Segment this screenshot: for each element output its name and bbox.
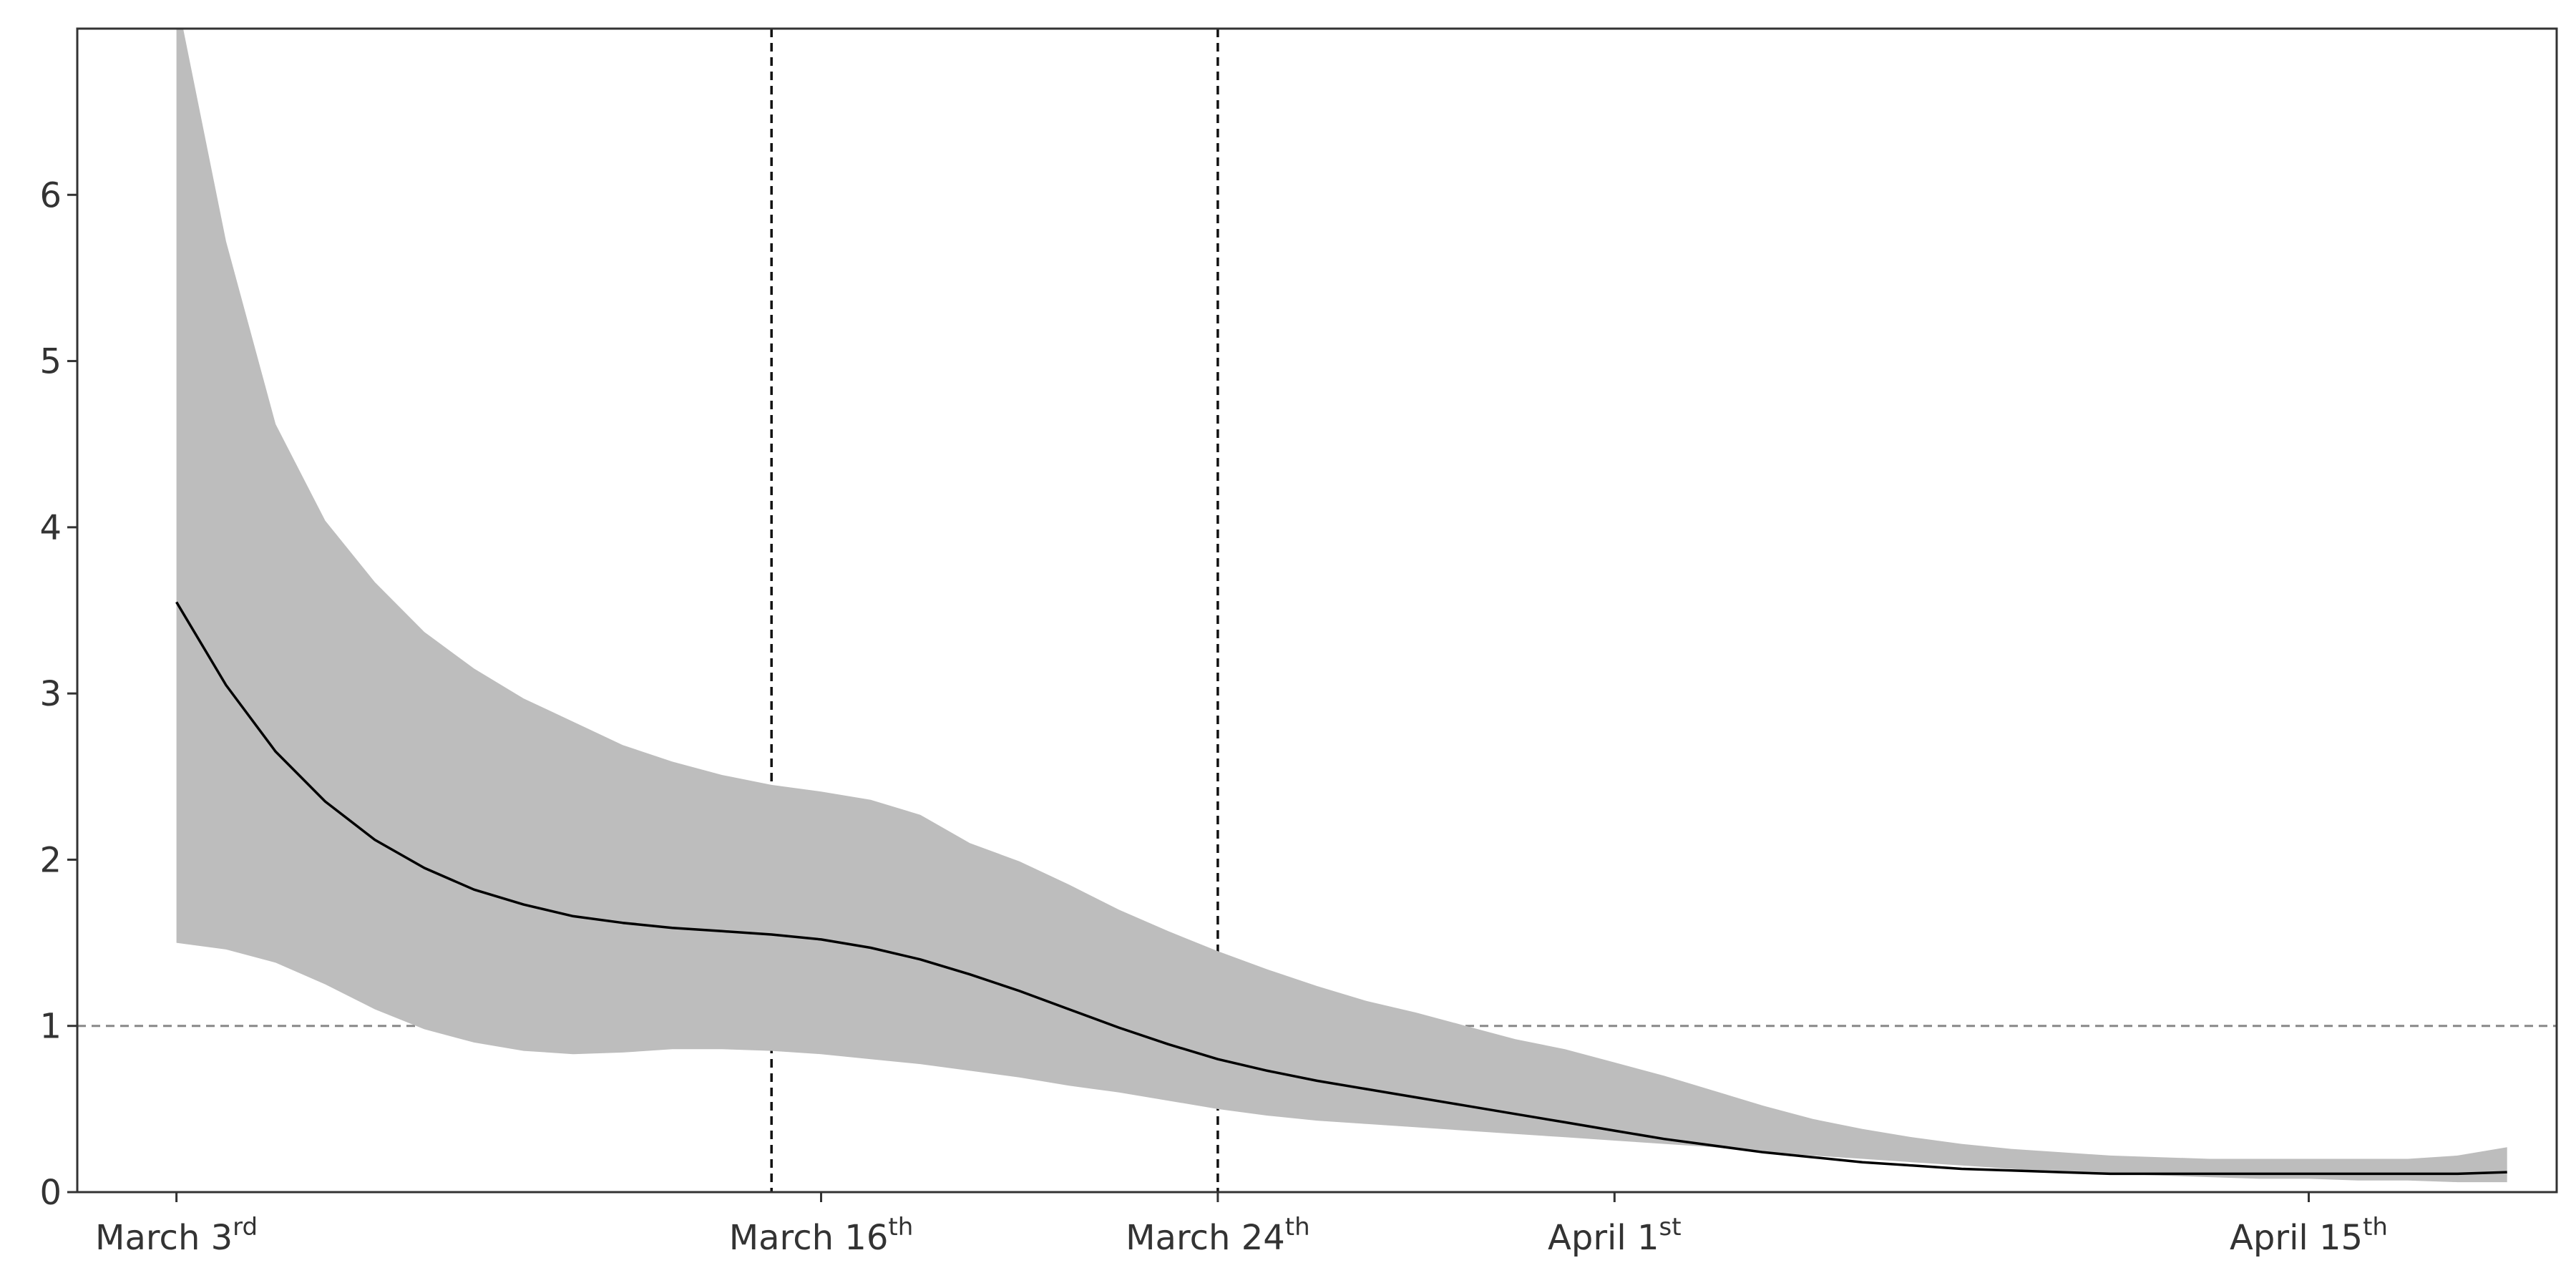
y-tick-label: 0	[39, 1173, 62, 1213]
y-tick-label: 1	[39, 1007, 62, 1047]
series-layer	[175, 29, 2507, 1183]
y-tick-label: 3	[39, 674, 62, 714]
x-tick-label: March 24th	[1126, 1213, 1310, 1258]
y-tick-label: 2	[39, 840, 62, 880]
x-axis: March 3rd March 16th March 24th April 1st Ap…	[95, 1192, 2388, 1258]
x-tick-label-text: April 15	[2230, 1218, 2363, 1258]
x-tick-label: April 15th	[2230, 1213, 2388, 1258]
x-tick-label: March 16th	[729, 1213, 914, 1258]
y-tick-label: 5	[39, 342, 62, 382]
x-tick-label-text: March 3	[95, 1218, 233, 1258]
y-axis: 0 1 2 3 4 5 6	[39, 175, 77, 1213]
x-tick-label-suffix: th	[1285, 1213, 1310, 1241]
y-tick-label: 4	[39, 508, 62, 548]
series-line	[175, 601, 2507, 1176]
x-tick-label: March 3rd	[95, 1213, 258, 1258]
x-tick-label-suffix: rd	[233, 1213, 258, 1241]
x-tick-label-text: March 24	[1126, 1218, 1285, 1258]
plot-frame	[76, 27, 2558, 1194]
x-tick-label-suffix: th	[2363, 1213, 2388, 1241]
x-tick-label: April 1st	[1548, 1213, 1682, 1258]
confidence-band	[176, 29, 2507, 1183]
reference-lines	[77, 29, 2557, 1192]
x-tick-label-suffix: st	[1659, 1213, 1682, 1241]
x-tick-label-suffix: th	[888, 1213, 913, 1241]
x-tick-label-text: March 16	[729, 1218, 889, 1258]
x-tick-label-text: April 1	[1548, 1218, 1659, 1258]
y-tick-label: 6	[39, 175, 62, 215]
